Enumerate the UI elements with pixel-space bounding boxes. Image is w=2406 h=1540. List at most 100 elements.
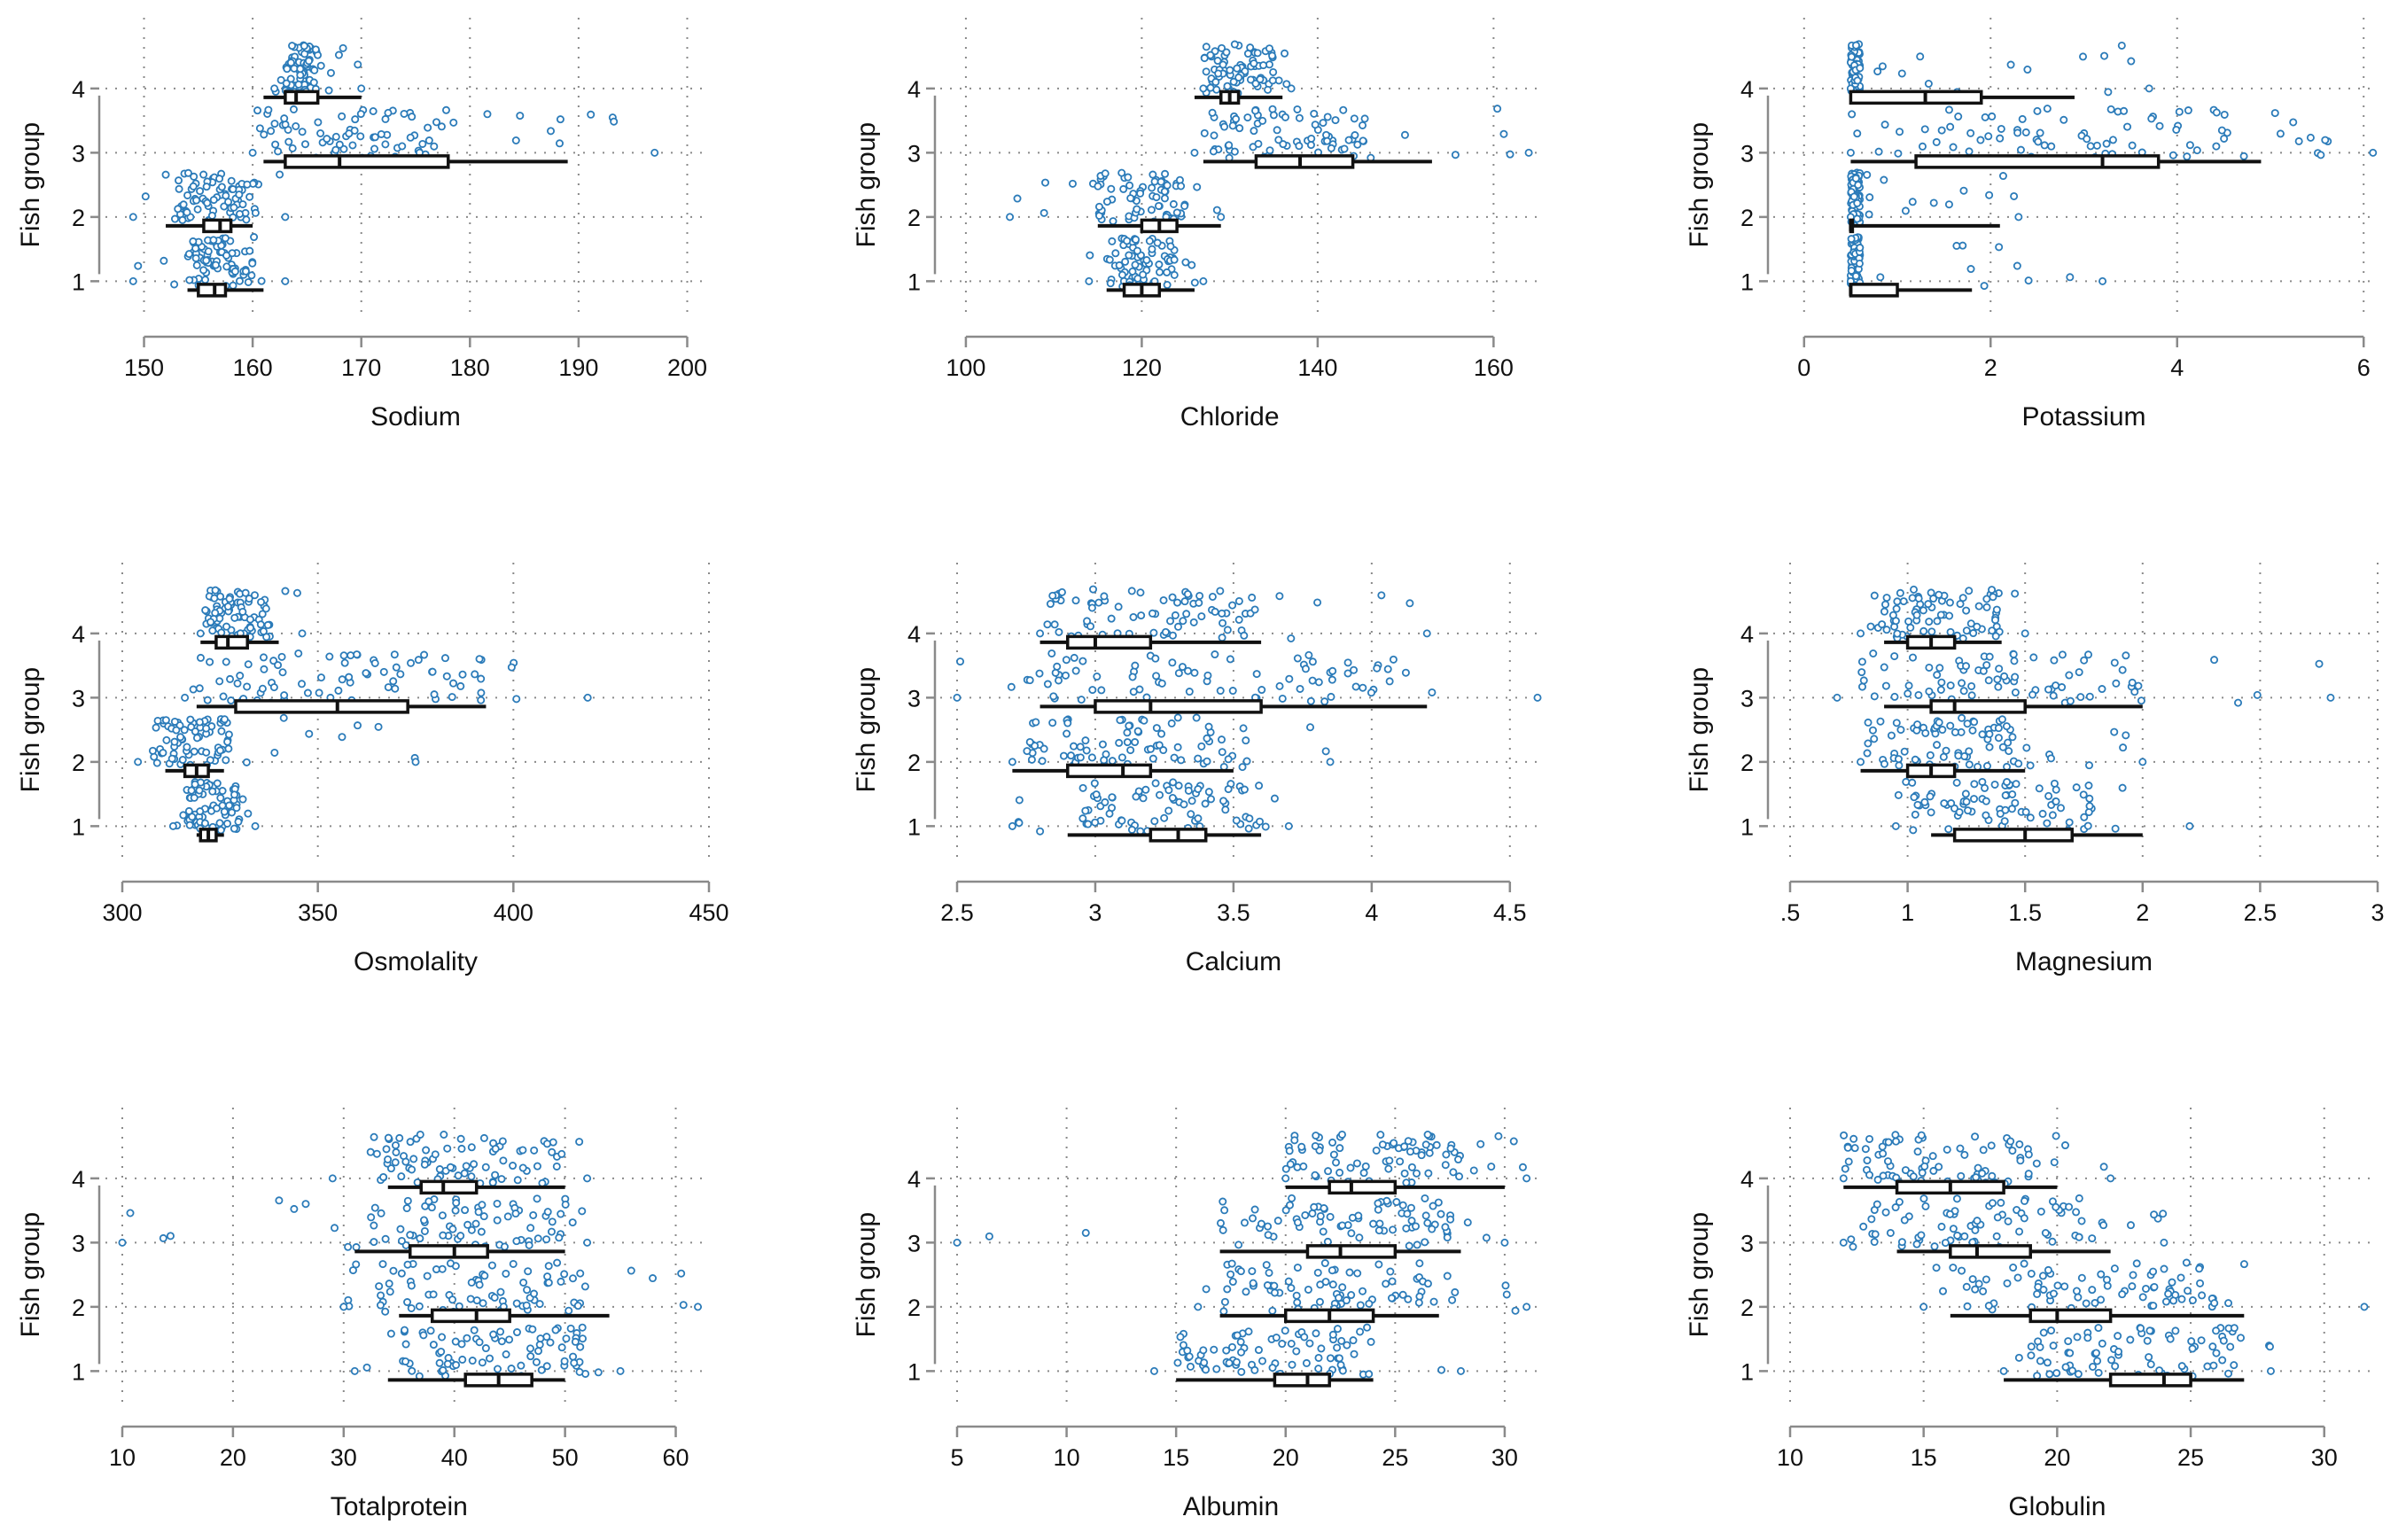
group-2-points <box>134 713 420 769</box>
data-point <box>1210 131 1219 140</box>
data-point <box>1404 1295 1413 1303</box>
data-point <box>331 145 340 154</box>
data-point <box>468 1357 477 1365</box>
data-point <box>1261 822 1270 831</box>
iqr-box <box>430 1308 511 1324</box>
data-point <box>1221 805 1230 814</box>
data-point <box>179 200 188 209</box>
data-point <box>420 650 429 659</box>
data-point <box>2072 783 2081 792</box>
data-point <box>578 1334 587 1343</box>
x-tick-label: 350 <box>298 899 338 926</box>
data-point <box>1287 1284 1296 1293</box>
data-point <box>500 1242 509 1251</box>
data-point <box>1328 1280 1337 1289</box>
data-point <box>245 192 254 201</box>
data-point <box>1281 1326 1289 1335</box>
data-point <box>170 717 179 726</box>
data-point <box>2150 1282 2159 1291</box>
data-point <box>398 142 407 151</box>
data-point <box>1223 1285 1232 1294</box>
data-point <box>2075 1233 2083 1241</box>
data-point <box>1868 726 1877 735</box>
data-point <box>1108 757 1117 766</box>
x-tick-label: 2 <box>1984 354 1997 381</box>
data-point <box>276 170 284 179</box>
data-point <box>1865 1134 1874 1143</box>
data-point <box>1116 716 1125 725</box>
data-point <box>475 1280 484 1289</box>
data-point <box>199 170 208 179</box>
data-point <box>211 261 220 269</box>
data-point <box>248 259 257 268</box>
data-point <box>525 1241 533 1249</box>
data-point <box>261 604 270 613</box>
data-point <box>1384 1164 1393 1173</box>
data-point <box>2050 1158 2059 1167</box>
data-point <box>1234 1241 1243 1249</box>
data-point <box>1326 1354 1335 1363</box>
data-point <box>569 1352 578 1361</box>
data-point <box>1193 183 1202 191</box>
data-point <box>201 606 210 615</box>
data-point <box>1918 1169 1927 1178</box>
data-point <box>170 214 179 223</box>
group-3-points <box>1846 105 2378 161</box>
data-point <box>1258 116 1267 125</box>
data-point <box>571 1337 580 1346</box>
data-point <box>1865 193 1874 202</box>
data-point <box>2048 1237 2057 1246</box>
data-point <box>1412 1222 1421 1231</box>
data-point <box>491 1171 500 1179</box>
data-point <box>1493 105 1502 113</box>
data-point <box>190 793 199 802</box>
data-point <box>1272 1334 1281 1342</box>
data-point <box>2004 1217 2013 1225</box>
data-point <box>2058 650 2067 659</box>
data-point <box>2177 1295 2186 1303</box>
data-point <box>2014 759 2023 768</box>
data-point <box>283 65 292 74</box>
data-point <box>1258 1357 1267 1365</box>
data-point <box>2141 1284 2150 1293</box>
data-point <box>1851 272 1860 281</box>
data-point <box>502 1269 510 1278</box>
data-point <box>1989 593 1997 602</box>
data-point <box>1172 208 1181 217</box>
data-point <box>1152 193 1161 202</box>
data-point <box>1304 1285 1312 1294</box>
data-point <box>303 688 312 697</box>
data-point <box>1849 192 1858 201</box>
data-point <box>557 1343 566 1352</box>
data-point <box>1982 811 1990 820</box>
data-point <box>497 1337 506 1346</box>
data-point <box>1995 243 2004 252</box>
data-point <box>195 684 204 693</box>
data-point <box>1180 597 1189 606</box>
data-point <box>1853 214 1862 223</box>
data-point <box>478 1358 487 1367</box>
data-point <box>2106 105 2115 113</box>
data-point <box>2145 1326 2154 1335</box>
group-4-points <box>1036 585 1431 643</box>
data-point <box>1148 245 1156 253</box>
data-point <box>225 801 234 810</box>
data-point <box>477 688 486 697</box>
x-axis-title: Chloride <box>1180 402 1280 432</box>
data-point <box>1225 141 1234 150</box>
data-point <box>1136 189 1145 198</box>
data-point <box>1174 669 1183 678</box>
data-point <box>1115 738 1124 747</box>
data-point <box>1320 697 1329 706</box>
group-1-boxplot <box>1106 283 1195 298</box>
data-point <box>1262 1261 1271 1270</box>
data-point <box>1248 593 1257 602</box>
data-point <box>2098 1339 2106 1348</box>
data-point <box>1988 1199 1997 1208</box>
data-point <box>1338 1221 1347 1230</box>
data-point <box>2110 727 2119 736</box>
data-point <box>2203 1362 2212 1371</box>
data-point <box>331 1224 339 1233</box>
data-point <box>1211 650 1219 659</box>
data-point <box>1522 1174 1531 1183</box>
